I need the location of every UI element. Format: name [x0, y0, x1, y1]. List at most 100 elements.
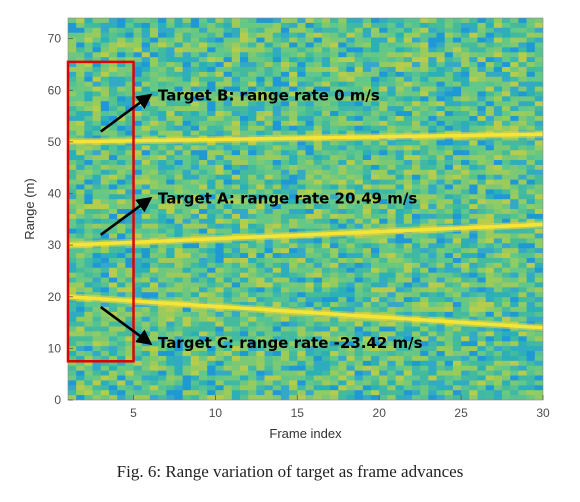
heatmap-cell — [280, 341, 290, 347]
heatmap-cell — [100, 27, 110, 34]
heatmap-cell — [264, 150, 274, 156]
heatmap-cell — [493, 218, 503, 225]
heatmap-cell — [68, 277, 77, 283]
heatmap-cell — [436, 257, 446, 264]
heatmap-cell — [158, 233, 167, 239]
heatmap-cell — [174, 311, 184, 318]
heatmap-cell — [166, 272, 175, 278]
heatmap-cell — [305, 262, 315, 269]
heatmap-cell — [207, 71, 216, 78]
heatmap-cell — [379, 125, 388, 132]
heatmap-cell — [469, 209, 478, 215]
heatmap-cell — [182, 86, 192, 92]
heatmap-cell — [248, 86, 257, 92]
heatmap-cell — [313, 287, 323, 293]
heatmap-cell — [330, 331, 339, 337]
heatmap-cell — [510, 160, 519, 166]
heatmap-cell — [68, 52, 77, 58]
heatmap-cell — [223, 213, 233, 220]
heatmap-cell — [289, 267, 298, 274]
heatmap-cell — [502, 395, 511, 400]
heatmap-cell — [256, 316, 265, 323]
heatmap-cell — [190, 311, 200, 318]
heatmap-cell — [280, 213, 290, 220]
heatmap-cell — [68, 174, 77, 181]
heatmap-cell — [223, 47, 233, 53]
heatmap-cell — [149, 81, 159, 87]
heatmap-cell — [485, 248, 495, 254]
heatmap-cell — [518, 238, 528, 244]
heatmap-cell — [190, 111, 200, 117]
heatmap-cell — [387, 106, 396, 112]
heatmap-cell — [223, 184, 233, 190]
heatmap-cell — [518, 204, 528, 210]
heatmap-cell — [141, 32, 151, 38]
heatmap-cell — [133, 179, 143, 185]
heatmap-cell — [190, 257, 200, 264]
heatmap-cell — [100, 184, 110, 190]
heatmap-cell — [207, 37, 216, 43]
heatmap-cell — [84, 86, 93, 92]
heatmap-cell — [264, 111, 274, 117]
heatmap-cell — [387, 194, 396, 200]
heatmap-cell — [223, 155, 233, 161]
heatmap-cell — [223, 125, 233, 132]
heatmap-cell — [215, 22, 224, 29]
heatmap-cell — [174, 248, 184, 254]
heatmap-cell — [502, 257, 511, 264]
heatmap-cell — [223, 272, 233, 278]
heatmap-cell — [272, 331, 282, 337]
heatmap-cell — [444, 267, 454, 274]
heatmap-cell — [477, 331, 487, 337]
heatmap-cell — [362, 306, 372, 313]
heatmap-cell — [420, 272, 429, 278]
heatmap-cell — [264, 238, 274, 244]
heatmap-cell — [428, 169, 437, 176]
heatmap-cell — [215, 218, 224, 225]
heatmap-cell — [182, 155, 192, 161]
heatmap-cell — [395, 302, 405, 308]
heatmap-cell — [248, 115, 257, 122]
heatmap-cell — [395, 351, 405, 357]
heatmap-cell — [321, 194, 331, 200]
heatmap-cell — [485, 365, 495, 372]
heatmap-cell — [452, 18, 462, 24]
heatmap-cell — [158, 253, 167, 259]
heatmap-cell — [68, 135, 77, 141]
heatmap-cell — [469, 395, 478, 400]
heatmap-cell — [207, 150, 216, 156]
heatmap-cell — [84, 96, 93, 102]
heatmap-cell — [264, 321, 274, 327]
heatmap-cell — [92, 18, 102, 24]
heatmap-cell — [330, 355, 339, 362]
heatmap-cell — [207, 115, 216, 122]
heatmap-cell — [330, 297, 339, 303]
heatmap-cell — [493, 316, 503, 323]
heatmap-cell — [174, 101, 184, 107]
heatmap-cell — [354, 27, 364, 34]
heatmap-cell — [158, 189, 167, 195]
heatmap-cell — [68, 76, 77, 83]
heatmap-cell — [182, 355, 192, 362]
heatmap-cell — [510, 199, 519, 205]
heatmap-cell — [133, 27, 143, 34]
heatmap-cell — [313, 189, 323, 195]
heatmap-cell — [76, 355, 85, 362]
heatmap-cell — [354, 218, 364, 225]
heatmap-cell — [297, 282, 306, 288]
heatmap-cell — [436, 380, 446, 386]
heatmap-cell — [141, 189, 151, 195]
heatmap-cell — [420, 150, 429, 156]
heatmap-cell — [149, 395, 159, 400]
heatmap-cell — [330, 267, 339, 274]
heatmap-cell — [125, 57, 134, 63]
heatmap-cell — [305, 316, 315, 323]
heatmap-cell — [502, 125, 511, 132]
heatmap-cell — [411, 277, 421, 283]
heatmap-cell — [321, 140, 331, 146]
heatmap-cell — [436, 71, 446, 78]
heatmap-cell — [248, 277, 257, 283]
heatmap-cell — [305, 169, 315, 176]
heatmap-cell — [297, 125, 306, 132]
heatmap-cell — [272, 52, 282, 58]
